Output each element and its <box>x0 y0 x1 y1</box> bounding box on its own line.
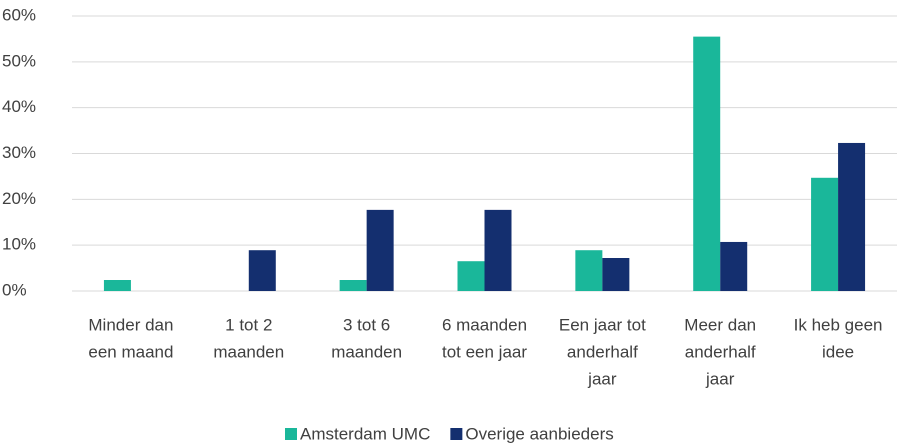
legend-swatch <box>285 428 297 440</box>
bar <box>339 280 367 291</box>
x-tick-label: maanden <box>331 342 402 361</box>
x-tick-label: Minder dan <box>88 315 173 334</box>
y-tick-label: 40% <box>2 97 36 116</box>
bar <box>811 177 839 291</box>
x-tick-label: een maand <box>88 342 173 361</box>
bar <box>457 261 485 291</box>
bar <box>720 241 748 291</box>
y-tick-label: 60% <box>2 5 36 24</box>
x-tick-label: jaar <box>705 369 735 388</box>
bar <box>103 280 131 291</box>
bar <box>602 258 630 291</box>
y-tick-label: 10% <box>2 235 36 254</box>
bar <box>575 250 603 291</box>
legend-label: Amsterdam UMC <box>300 424 430 443</box>
bar <box>693 36 721 291</box>
x-tick-label: Een jaar tot <box>559 315 646 334</box>
x-tick-label: maanden <box>213 342 284 361</box>
bar <box>484 209 512 291</box>
y-tick-label: 30% <box>2 143 36 162</box>
x-tick-label: 6 maanden <box>442 315 527 334</box>
x-tick-label: tot een jaar <box>442 342 527 361</box>
x-tick-label: anderhalf <box>685 342 756 361</box>
bar <box>366 209 394 291</box>
y-tick-label: 20% <box>2 189 36 208</box>
x-tick-label: 3 tot 6 <box>343 315 390 334</box>
y-tick-label: 0% <box>2 280 27 299</box>
y-tick-label: 50% <box>2 51 36 70</box>
bar <box>248 250 276 291</box>
x-tick-label: Meer dan <box>684 315 756 334</box>
legend-swatch <box>450 428 463 440</box>
x-tick-label: anderhalf <box>567 342 638 361</box>
legend-label: Overige aanbieders <box>465 424 613 443</box>
x-tick-label: idee <box>822 342 854 361</box>
x-tick-label: jaar <box>587 369 617 388</box>
x-tick-label: Ik heb geen <box>794 315 883 334</box>
bar <box>838 142 866 291</box>
x-tick-label: 1 tot 2 <box>225 315 272 334</box>
